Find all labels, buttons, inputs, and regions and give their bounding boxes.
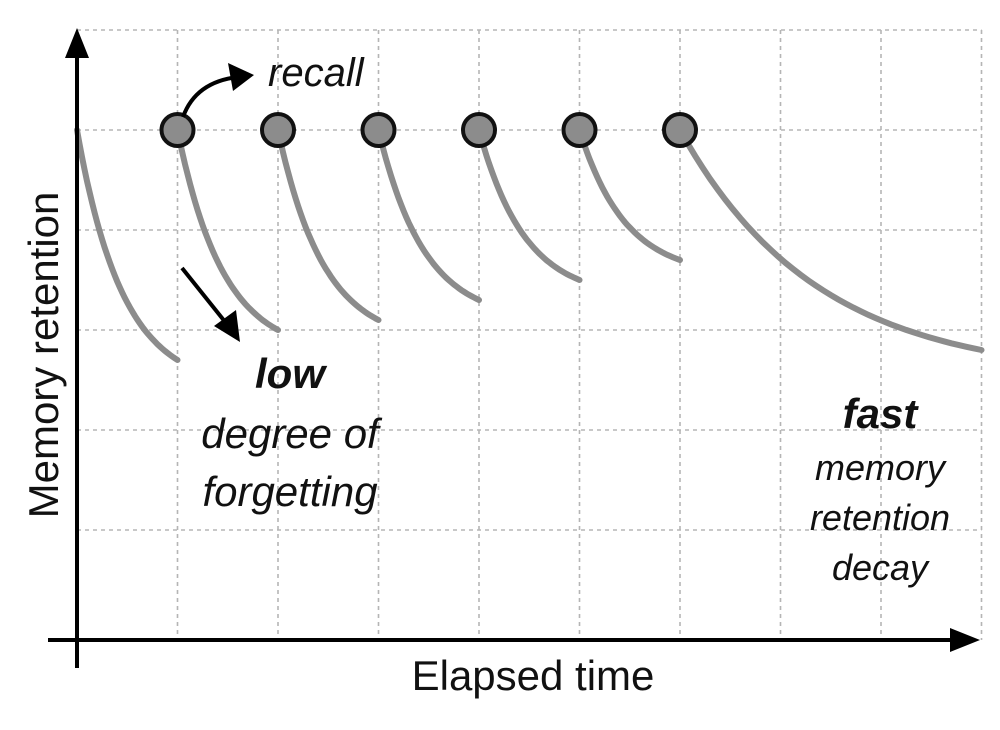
- retention-curve-segment: [275, 127, 382, 323]
- fast-desc-line1: memory: [815, 447, 947, 488]
- low-desc-line1: degree of: [201, 410, 383, 457]
- recall-arrowhead-icon: [228, 63, 254, 91]
- recall-markers: [159, 112, 698, 148]
- forgetting-arrow-icon: [180, 266, 228, 325]
- recall-point: [159, 112, 196, 148]
- fast-desc-line2: retention: [810, 497, 950, 538]
- retention-curve-segment: [476, 127, 583, 283]
- recall-arrow-icon: [181, 75, 239, 118]
- fast-label: fast: [843, 390, 920, 437]
- low-label: low: [255, 350, 327, 397]
- grid: [77, 29, 983, 640]
- retention-curve-segment: [576, 127, 683, 263]
- retention-curve-segment: [74, 127, 181, 363]
- recall-point: [360, 112, 397, 148]
- recall-label: recall: [268, 51, 365, 95]
- recall-point: [561, 112, 598, 148]
- retention-curves: [74, 127, 985, 363]
- retention-curve-segment: [375, 127, 482, 303]
- retention-curve-segment: [677, 127, 985, 353]
- recall-point: [260, 112, 296, 148]
- forgetting-arrowhead-icon: [214, 310, 240, 342]
- x-axis-title: Elapsed time: [412, 652, 655, 699]
- y-axis-title: Memory retention: [20, 192, 67, 519]
- retention-curve-segment: [174, 127, 281, 333]
- fast-desc-line3: decay: [832, 547, 930, 588]
- low-desc-line2: forgetting: [202, 468, 377, 515]
- y-axis-arrow-icon: [65, 28, 89, 58]
- x-axis-arrow-icon: [950, 628, 980, 652]
- recall-point: [662, 112, 698, 148]
- recall-point: [461, 112, 497, 148]
